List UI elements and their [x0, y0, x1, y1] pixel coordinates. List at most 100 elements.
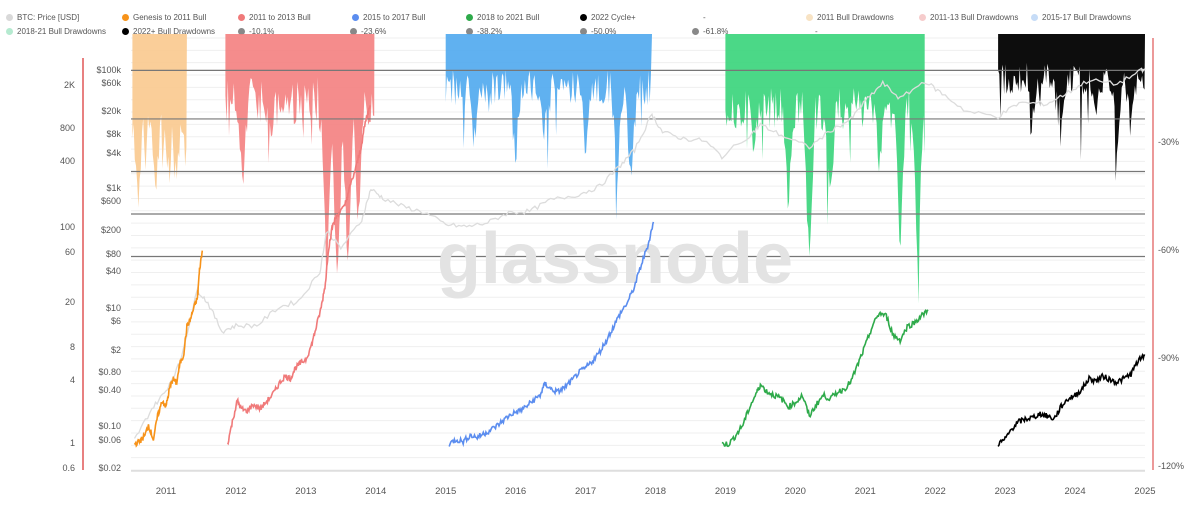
y-axis-left-inner-label: $6: [111, 316, 121, 326]
legend-label: -38.2%: [477, 27, 503, 36]
drawdown-region: [445, 34, 652, 220]
legend-label: -: [703, 13, 706, 22]
legend-label: -10.1%: [249, 27, 275, 36]
y-axis-left-inner-label: $1k: [106, 183, 121, 193]
legend-label: -61.8%: [703, 27, 729, 36]
legend-dot-icon: [692, 28, 699, 35]
legend-item[interactable]: 2018 to 2021 Bull: [466, 13, 539, 22]
legend-item[interactable]: 2015-17 Bull Drawdowns: [1031, 13, 1131, 22]
y-axis-left-inner-label: $60k: [101, 78, 121, 88]
legend-dot-icon: [580, 14, 587, 21]
drawdown-region: [998, 34, 1145, 181]
y-axis-left-outer-label: 100: [60, 222, 75, 232]
y-axis-right-label: -120%: [1158, 461, 1184, 471]
x-axis-label: 2021: [855, 486, 876, 497]
legend-label: 2015 to 2017 Bull: [363, 13, 426, 22]
y-axis-left-inner-label: $2: [111, 345, 121, 355]
legend-label: 2018 to 2021 Bull: [477, 13, 540, 22]
y-axis-left-outer-label: 60: [65, 247, 75, 257]
drawdown-region: [225, 34, 375, 280]
legend-label: 2018-21 Bull Drawdowns: [17, 27, 106, 36]
cycle-series-line: [448, 221, 655, 448]
y-axis-left-inner-label: $8k: [106, 129, 121, 139]
y-axis-left-inner-label: $600: [101, 196, 121, 206]
y-axis-left-inner-label: $20k: [101, 106, 121, 116]
y-axis-left-outer-label: 400: [60, 156, 75, 166]
legend-label: BTC: Price [USD]: [17, 13, 80, 22]
x-axis-label: 2023: [995, 486, 1016, 497]
y-axis-left-inner-label: $0.80: [98, 367, 121, 377]
legend-dot-icon: [6, 14, 13, 21]
legend-label: 2011 to 2013 Bull: [249, 13, 311, 22]
watermark-text: glassnode: [437, 219, 793, 299]
legend-item[interactable]: -: [703, 13, 706, 22]
y-axis-left-inner-label: $40: [106, 266, 121, 276]
legend-dot-icon: [1031, 14, 1038, 21]
legend-item[interactable]: Genesis to 2011 Bull: [122, 13, 206, 22]
x-axis-label: 2016: [505, 486, 526, 497]
legend-dot-icon: [122, 28, 129, 35]
legend-dot-icon: [238, 14, 245, 21]
legend-dot-icon: [238, 28, 245, 35]
drawdown-region: [725, 34, 925, 304]
y-axis-left-inner-label: $0.40: [98, 385, 121, 395]
y-axis-left-outer-label: 1: [70, 438, 75, 448]
cycle-series-line: [226, 105, 371, 446]
cycle-series-line: [997, 352, 1146, 447]
legend-item[interactable]: 2011-13 Bull Drawdowns: [919, 13, 1018, 22]
y-axis-right-label: -60%: [1158, 245, 1179, 255]
legend-item[interactable]: -61.8%: [692, 27, 728, 36]
x-axis-label: 2022: [925, 486, 946, 497]
x-axis-label: 2015: [435, 486, 456, 497]
legend-label: 2011-13 Bull Drawdowns: [930, 13, 1019, 22]
drawdown-region: [132, 34, 187, 208]
chart-legend: BTC: Price [USD] Genesis to 2011 Bull 2011…: [0, 0, 1200, 40]
y-axis-left-inner-label: $80: [106, 249, 121, 259]
y-axis-left-inner-label: $100k: [96, 65, 121, 75]
x-axis-label: 2014: [365, 486, 386, 497]
x-axis-label: 2012: [225, 486, 246, 497]
x-axis-label: 2018: [645, 486, 666, 497]
legend-item[interactable]: 2015 to 2017 Bull: [352, 13, 425, 22]
legend-item[interactable]: 2022 Cycle+: [580, 13, 636, 22]
btc-price-line: [133, 67, 1146, 439]
legend-item[interactable]: 2018-21 Bull Drawdowns: [6, 27, 106, 36]
legend-dot-icon: [580, 28, 587, 35]
legend-label: -50.0%: [591, 27, 617, 36]
legend-item[interactable]: -50.0%: [580, 27, 616, 36]
legend-label: -23.6%: [361, 27, 387, 36]
legend-label: -: [815, 27, 818, 36]
y-axis-left-inner-label: $0.10: [98, 421, 121, 431]
cycle-series-line: [133, 250, 204, 448]
y-axis-left-outer-label: 4: [70, 375, 75, 385]
legend-item[interactable]: 2011 Bull Drawdowns: [806, 13, 894, 22]
y-axis-left-outer-label: 800: [60, 123, 75, 133]
legend-item[interactable]: 2022+ Bull Drawdowns: [122, 27, 215, 36]
x-axis-label: 2011: [156, 486, 176, 497]
legend-item[interactable]: -23.6%: [350, 27, 386, 36]
legend-item[interactable]: BTC: Price [USD]: [6, 13, 79, 22]
y-axis-left-inner-label: $0.06: [98, 435, 121, 445]
legend-item[interactable]: -10.1%: [238, 27, 274, 36]
legend-dot-icon: [806, 14, 813, 21]
x-axis-label: 2017: [575, 486, 596, 497]
legend-item[interactable]: 2011 to 2013 Bull: [238, 13, 311, 22]
x-axis-label: 2019: [715, 486, 736, 497]
y-axis-right-label: -30%: [1158, 137, 1179, 147]
x-axis-label: 2013: [295, 486, 316, 497]
legend-label: 2022 Cycle+: [591, 13, 636, 22]
y-axis-left-outer-label: 0.6: [62, 463, 75, 473]
y-axis-left-inner-label: $200: [101, 225, 121, 235]
legend-item[interactable]: -: [815, 27, 818, 36]
y-axis-left-outer-label: 20: [65, 297, 75, 307]
x-axis-label: 2025: [1134, 486, 1155, 497]
legend-label: 2015-17 Bull Drawdowns: [1042, 13, 1131, 22]
legend-label: Genesis to 2011 Bull: [133, 13, 207, 22]
y-axis-left-inner-label: $0.02: [98, 463, 121, 473]
legend-label: 2022+ Bull Drawdowns: [133, 27, 216, 36]
y-axis-right-label: -90%: [1158, 353, 1179, 363]
legend-item[interactable]: -38.2%: [466, 27, 502, 36]
legend-dot-icon: [919, 14, 926, 21]
legend-dot-icon: [466, 14, 473, 21]
